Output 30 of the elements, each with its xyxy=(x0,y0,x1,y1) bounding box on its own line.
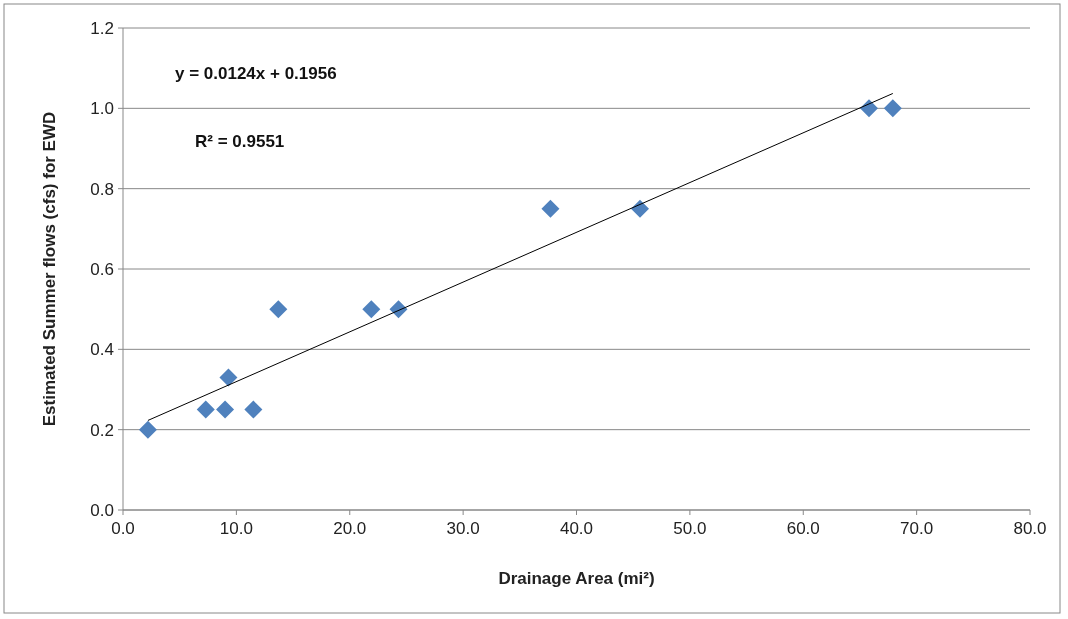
x-axis-title: Drainage Area (mi²) xyxy=(498,569,655,588)
y-tick-label: 1.2 xyxy=(90,18,114,38)
y-tick-label: 0.0 xyxy=(90,500,114,520)
y-tick-label: 1.0 xyxy=(90,99,114,119)
point xyxy=(883,99,902,118)
x-tick-label: 50.0 xyxy=(673,519,707,538)
x-tick-label: 60.0 xyxy=(786,519,820,538)
y-axis-title: Estimated Summer flows (cfs) for EWD xyxy=(40,111,59,427)
point xyxy=(362,300,381,319)
point xyxy=(244,400,263,419)
point xyxy=(219,368,238,387)
point xyxy=(196,400,215,419)
x-tick-label: 80.0 xyxy=(1013,519,1047,538)
point xyxy=(269,300,288,319)
point xyxy=(541,199,560,218)
annotation: R² = 0.9551 xyxy=(195,132,285,151)
x-tick-label: 20.0 xyxy=(333,519,367,538)
point xyxy=(630,199,649,218)
x-tick-label: 40.0 xyxy=(559,519,594,538)
x-tick-label: 0.0 xyxy=(111,519,135,538)
x-tick-label: 10.0 xyxy=(219,519,253,538)
x-tick-label: 30.0 xyxy=(446,519,480,538)
y-tick-label: 0.4 xyxy=(90,340,114,360)
x-tick-label: 70.0 xyxy=(900,519,934,538)
point xyxy=(138,420,157,439)
y-tick-label: 0.8 xyxy=(90,179,114,199)
annotation: y = 0.0124x + 0.1956 xyxy=(175,64,337,83)
y-tick-label: 0.2 xyxy=(90,420,114,440)
point xyxy=(216,400,235,419)
y-tick-label: 0.6 xyxy=(90,259,114,279)
